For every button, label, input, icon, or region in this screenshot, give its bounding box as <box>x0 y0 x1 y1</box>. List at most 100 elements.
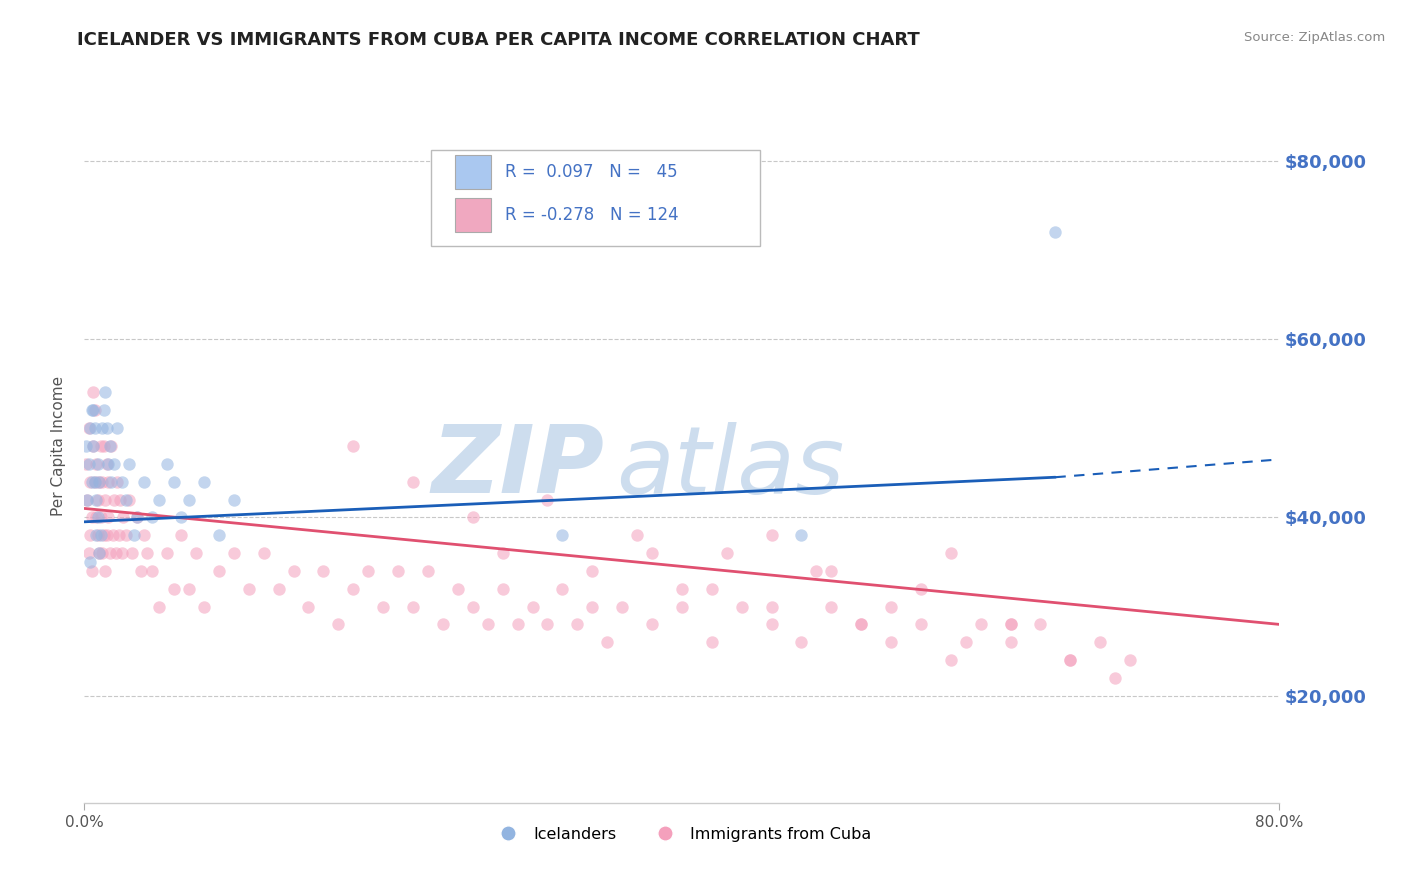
Point <box>118 457 141 471</box>
Point <box>551 582 574 596</box>
Point <box>91 546 114 560</box>
Point <box>939 653 962 667</box>
Point <box>83 475 105 489</box>
Point <box>208 564 231 578</box>
Point <box>148 492 170 507</box>
Point <box>1000 635 1022 649</box>
FancyBboxPatch shape <box>456 198 491 232</box>
Point <box>238 582 260 596</box>
Point <box>90 528 112 542</box>
Point <box>790 635 813 649</box>
Point <box>80 475 103 489</box>
Point <box>461 599 484 614</box>
Point <box>581 599 603 614</box>
Point <box>75 457 97 471</box>
Point <box>87 492 110 507</box>
Point <box>208 528 231 542</box>
Point <box>94 492 117 507</box>
Point <box>93 403 115 417</box>
Point <box>155 546 177 560</box>
Point <box>177 492 200 507</box>
Point <box>82 403 104 417</box>
Point <box>141 564 163 578</box>
Point <box>141 510 163 524</box>
Point <box>1119 653 1142 667</box>
Point <box>96 457 118 471</box>
Point <box>103 457 125 471</box>
Point <box>87 528 110 542</box>
Point <box>83 421 105 435</box>
Point <box>96 528 118 542</box>
Point <box>970 617 993 632</box>
Point <box>100 439 122 453</box>
Point <box>477 617 499 632</box>
Point <box>1059 653 1081 667</box>
Point <box>700 635 723 649</box>
Point <box>105 475 128 489</box>
Point <box>700 582 723 596</box>
Point <box>1045 225 1067 239</box>
Point <box>79 528 101 542</box>
Point <box>89 546 111 560</box>
Point <box>93 439 115 453</box>
Point <box>880 599 903 614</box>
Point <box>91 421 114 435</box>
Point <box>75 439 97 453</box>
Point <box>222 546 245 560</box>
Point <box>492 582 515 596</box>
Point <box>312 564 335 578</box>
Point <box>86 510 108 524</box>
Point <box>297 599 319 614</box>
Point <box>163 475 186 489</box>
Point <box>731 599 754 614</box>
Point <box>94 564 117 578</box>
Point <box>103 492 125 507</box>
Text: ICELANDER VS IMMIGRANTS FROM CUBA PER CAPITA INCOME CORRELATION CHART: ICELANDER VS IMMIGRANTS FROM CUBA PER CA… <box>77 31 920 49</box>
Point <box>612 599 634 614</box>
Point <box>328 617 350 632</box>
Point <box>96 421 118 435</box>
Point <box>170 528 193 542</box>
Point <box>402 599 425 614</box>
Point <box>267 582 290 596</box>
Text: Source: ZipAtlas.com: Source: ZipAtlas.com <box>1244 31 1385 45</box>
Point <box>77 421 100 435</box>
Point <box>551 528 574 542</box>
Point <box>402 475 425 489</box>
Point <box>98 546 121 560</box>
Point <box>80 403 103 417</box>
Point <box>87 510 110 524</box>
Point <box>148 599 170 614</box>
Point <box>87 457 110 471</box>
Point <box>80 510 103 524</box>
Point <box>461 510 484 524</box>
Point <box>851 617 873 632</box>
Point <box>761 599 783 614</box>
Point <box>492 546 515 560</box>
Point <box>115 528 138 542</box>
Point <box>820 564 842 578</box>
Point <box>222 492 245 507</box>
Point <box>910 617 932 632</box>
Point <box>132 528 156 542</box>
Point <box>761 617 783 632</box>
Point <box>186 546 208 560</box>
Point <box>80 564 103 578</box>
FancyBboxPatch shape <box>432 150 759 246</box>
Point <box>79 421 101 435</box>
Point <box>506 617 529 632</box>
Point <box>101 528 124 542</box>
Point <box>163 582 186 596</box>
Point <box>89 475 111 489</box>
Point <box>357 564 380 578</box>
Point <box>416 564 439 578</box>
Text: R = -0.278   N = 124: R = -0.278 N = 124 <box>505 206 679 224</box>
Point <box>671 599 693 614</box>
Point <box>97 475 120 489</box>
Point <box>806 564 828 578</box>
Legend: Icelanders, Immigrants from Cuba: Icelanders, Immigrants from Cuba <box>486 821 877 848</box>
Point <box>170 510 193 524</box>
Point <box>626 528 648 542</box>
Point <box>761 528 783 542</box>
Point <box>89 546 111 560</box>
